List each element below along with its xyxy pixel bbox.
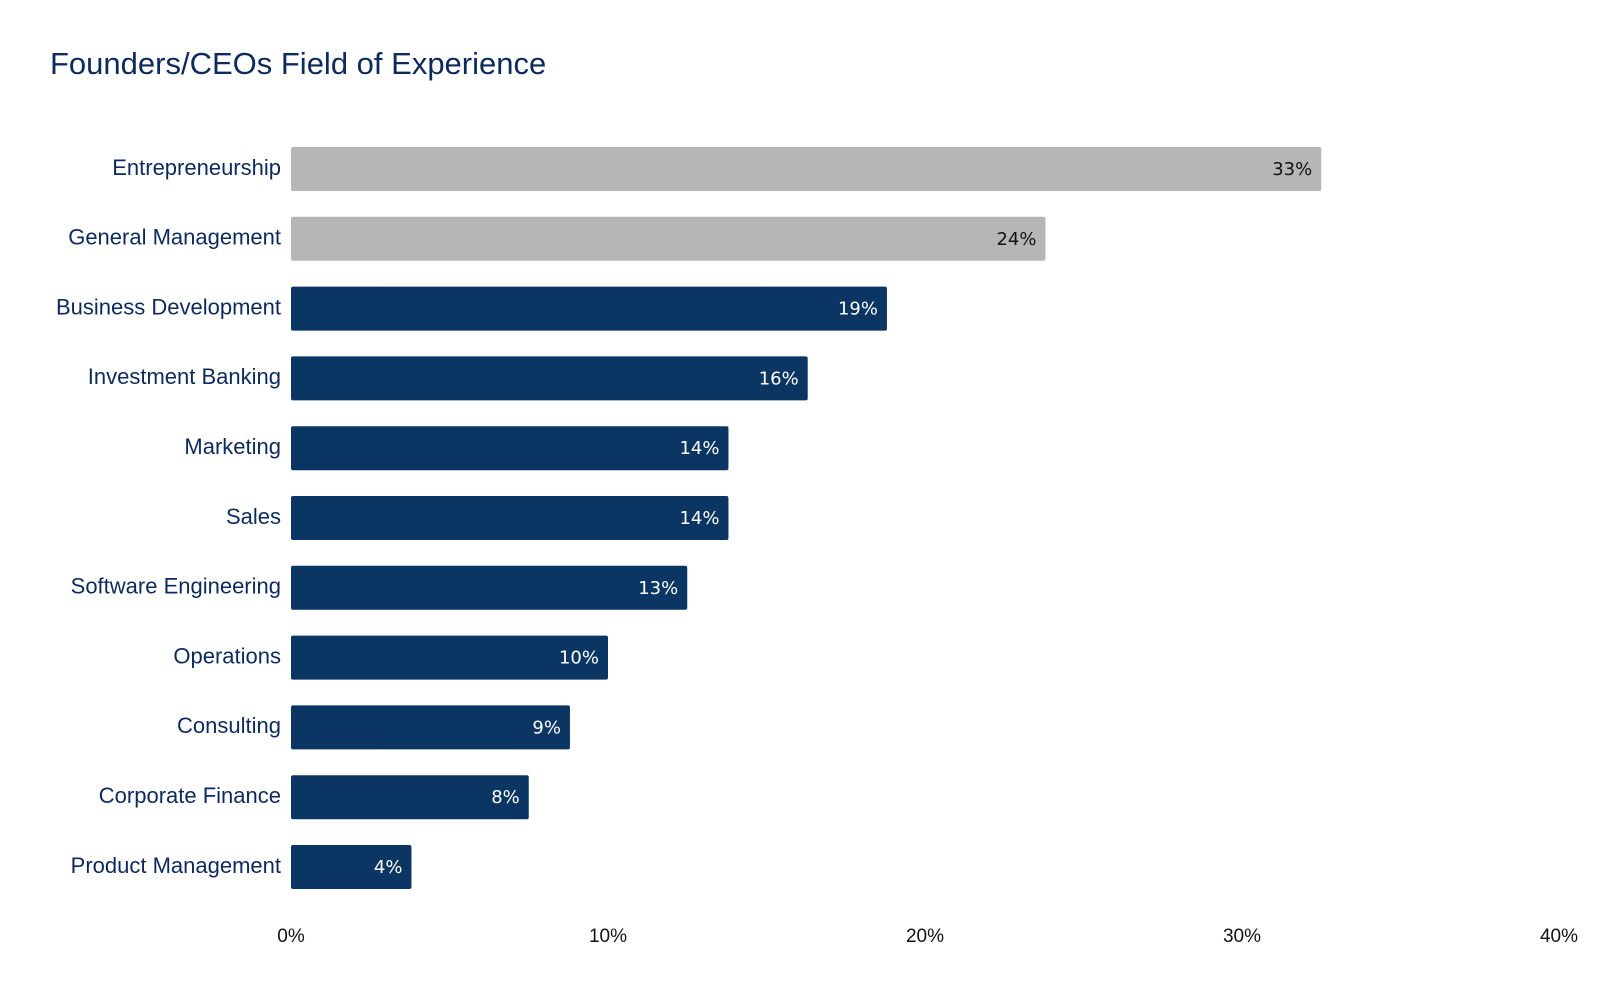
data-label: 13% [638,578,678,599]
data-label: 19% [838,299,878,320]
x-tick-label: 10% [589,926,627,947]
category-label: Software Engineering [71,574,281,599]
bar [291,705,570,750]
data-label: 16% [759,368,799,389]
category-label: Sales [226,504,281,529]
bar [291,286,887,331]
data-label: 14% [679,508,719,529]
x-tick-label: 40% [1540,926,1578,947]
category-label: Entrepreneurship [112,155,281,180]
category-label: Product Management [71,853,281,878]
category-label: Business Development [56,294,281,319]
data-label: 9% [532,717,561,738]
data-label: 14% [679,438,719,459]
data-label: 4% [374,857,403,878]
data-label: 33% [1272,159,1312,180]
data-label: 8% [491,787,520,808]
bar [291,147,1322,191]
category-label: Investment Banking [88,364,281,389]
data-label: 24% [996,229,1036,250]
data-label: 10% [559,648,599,669]
bar [291,565,688,610]
bar [291,426,729,471]
category-label: Corporate Finance [99,783,281,808]
bar [291,635,608,680]
category-label: Consulting [177,713,281,738]
bar [291,216,1046,261]
chart-title: Founders/CEOs Field of Experience [50,46,547,81]
x-tick-label: 20% [906,926,944,947]
x-tick-label: 0% [277,926,305,947]
bar [291,356,808,401]
category-label: Marketing [184,434,281,459]
x-tick-label: 30% [1223,926,1261,947]
bar [291,845,412,889]
bar [291,775,529,820]
category-label: Operations [173,643,281,668]
bar [291,496,729,540]
category-label: General Management [68,225,281,250]
